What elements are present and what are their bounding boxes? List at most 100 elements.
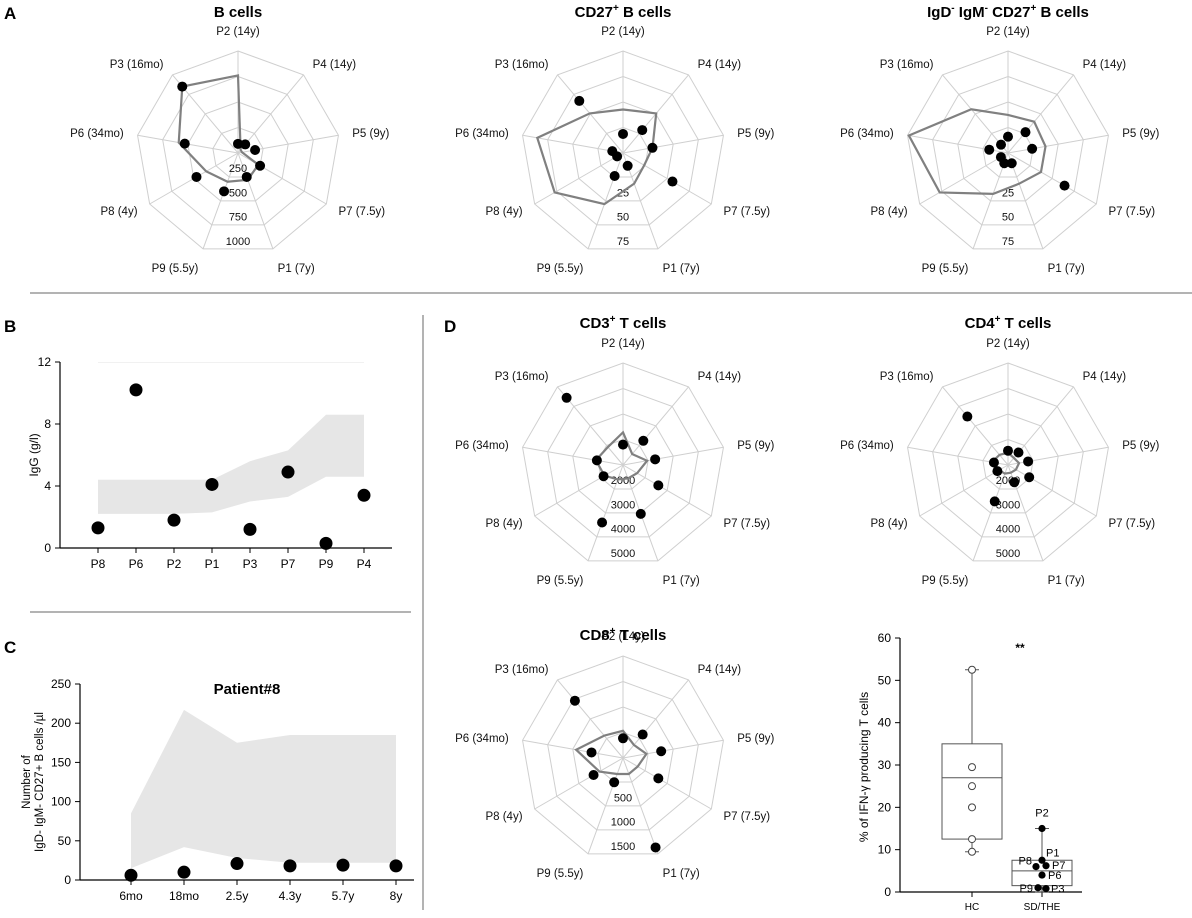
radar-title-part: B cells — [619, 4, 672, 21]
radar-axis-label: P4 (14y) — [313, 59, 357, 71]
radar-axis-label: P1 (7y) — [1048, 575, 1085, 587]
radar-axis-label: P4 (14y) — [698, 664, 742, 676]
x-tick-label: 8y — [390, 889, 403, 903]
radar-spoke — [237, 74, 304, 154]
radar-axis-label: P8 (4y) — [485, 206, 522, 218]
radar-ring — [187, 101, 289, 202]
radar-point — [1023, 456, 1034, 467]
radar-point — [653, 773, 664, 784]
radar-point — [597, 517, 608, 528]
radar-ring — [212, 126, 264, 178]
hc-point — [968, 665, 976, 674]
radar-axis-label: P9 (5.5y) — [922, 263, 969, 275]
radar-axis-label: P5 (9y) — [1122, 440, 1159, 452]
radar-spoke — [622, 386, 689, 466]
radar-point — [637, 729, 648, 740]
radar-spoke — [1007, 446, 1109, 466]
radar-spoke — [534, 152, 624, 205]
data-point — [283, 859, 297, 873]
radar-ring-label: 500 — [229, 187, 247, 199]
y-tick-label: 12 — [38, 355, 52, 369]
radar-axis-label: P7 (7.5y) — [1108, 206, 1155, 218]
sd-point-label: P3 — [1051, 884, 1064, 896]
radar-ring — [932, 75, 1084, 226]
radar-title-part: CD27 — [988, 4, 1031, 21]
y-axis-label: IgG (g/l) — [27, 433, 41, 476]
radar-point — [1013, 447, 1024, 458]
radar-point — [250, 144, 261, 155]
sd-point — [1042, 862, 1050, 870]
y-tick-label: 0 — [44, 541, 51, 555]
reference-band — [98, 414, 364, 514]
reference-band — [131, 709, 396, 869]
radar-title-part: IgD — [927, 4, 951, 21]
radar-point — [179, 138, 190, 149]
radar-axis-label: P4 (14y) — [698, 371, 742, 383]
radar-title-part: - — [985, 3, 988, 14]
radar-axis-label: P2 (14y) — [986, 338, 1030, 350]
radar-axis-label: P8 (4y) — [485, 811, 522, 823]
radar-cd8: 500 1000 1500 P2 (14y) P4 (14y) P5 (9y) P7 (7.… — [455, 626, 774, 880]
radar-ring-label: 75 — [1002, 236, 1014, 248]
y-tick-label: 4 — [44, 479, 51, 493]
radar-ring — [572, 101, 674, 202]
radar-title-part: CD27 — [575, 4, 613, 21]
data-point — [243, 522, 257, 536]
radar-point — [622, 160, 633, 171]
radar-ring — [572, 706, 674, 807]
radar-bcells: 250 500 750 1000 P2 (14y) P4 (14y) P5 (9y) P7 (… — [70, 4, 389, 275]
radar-axis-label: P5 (9y) — [1122, 128, 1159, 140]
x-tick-label: SD/THE — [1024, 902, 1061, 913]
radar-point — [561, 392, 572, 403]
radar-axis-label: P5 (9y) — [352, 128, 389, 140]
radar-ring-label: 1000 — [226, 236, 250, 248]
radar-ring — [522, 50, 724, 250]
radar-axis-label: P2 (14y) — [601, 26, 645, 38]
radar-axis-label: P8 (4y) — [100, 206, 137, 218]
radar-axis-label: P3 (16mo) — [110, 59, 164, 71]
radar-point — [618, 439, 628, 450]
radar-point — [1009, 477, 1020, 488]
sd-point — [1038, 824, 1046, 833]
data-point — [336, 858, 350, 872]
radar-point — [255, 160, 266, 171]
x-tick-label: 18mo — [169, 889, 199, 903]
radar-reference-line — [535, 108, 658, 206]
radar-point — [1059, 180, 1070, 191]
radar-title-part: + — [1031, 3, 1037, 14]
y-tick-label: 0 — [64, 873, 71, 887]
sd-point-label: P1 — [1046, 847, 1059, 859]
data-point — [319, 536, 333, 550]
data-point — [205, 477, 219, 491]
radar-ring — [547, 75, 699, 226]
radar-reference-line — [594, 430, 649, 481]
radar-point — [1027, 143, 1038, 154]
radar-point — [591, 455, 602, 466]
radar-title: IgD-​ IgM-​ CD27+​ B cells — [927, 3, 1089, 21]
radar-axis-label: P9 (5.5y) — [537, 263, 584, 275]
radar-ring-label: 50 — [617, 212, 629, 224]
panel-letter-a: A — [4, 4, 16, 23]
radar-title-part: T cells — [616, 315, 667, 332]
radar-point — [992, 466, 1003, 477]
radar-point — [650, 842, 661, 853]
x-tick-label: HC — [965, 902, 979, 913]
x-tick-label: P8 — [91, 557, 106, 571]
y-tick-label: 50 — [58, 834, 72, 848]
radar-ring-label: 3000 — [611, 499, 635, 511]
radar-ring-label: 1000 — [611, 817, 635, 829]
radar-axis-label: P6 (34mo) — [455, 128, 509, 140]
radar-spoke — [202, 152, 239, 250]
radar-axis-label: P4 (14y) — [1083, 59, 1127, 71]
radar-spoke — [534, 757, 624, 810]
radar-point — [638, 435, 649, 446]
radar-axis-label: P9 (5.5y) — [537, 868, 584, 880]
radar-point — [962, 411, 973, 422]
hc-point — [968, 847, 976, 856]
radar-spoke — [942, 386, 1009, 466]
radar-spoke — [1007, 74, 1074, 154]
x-tick-label: 6mo — [119, 889, 143, 903]
radar-title-part: B cells — [1036, 4, 1089, 21]
radar-spoke — [972, 152, 1009, 250]
